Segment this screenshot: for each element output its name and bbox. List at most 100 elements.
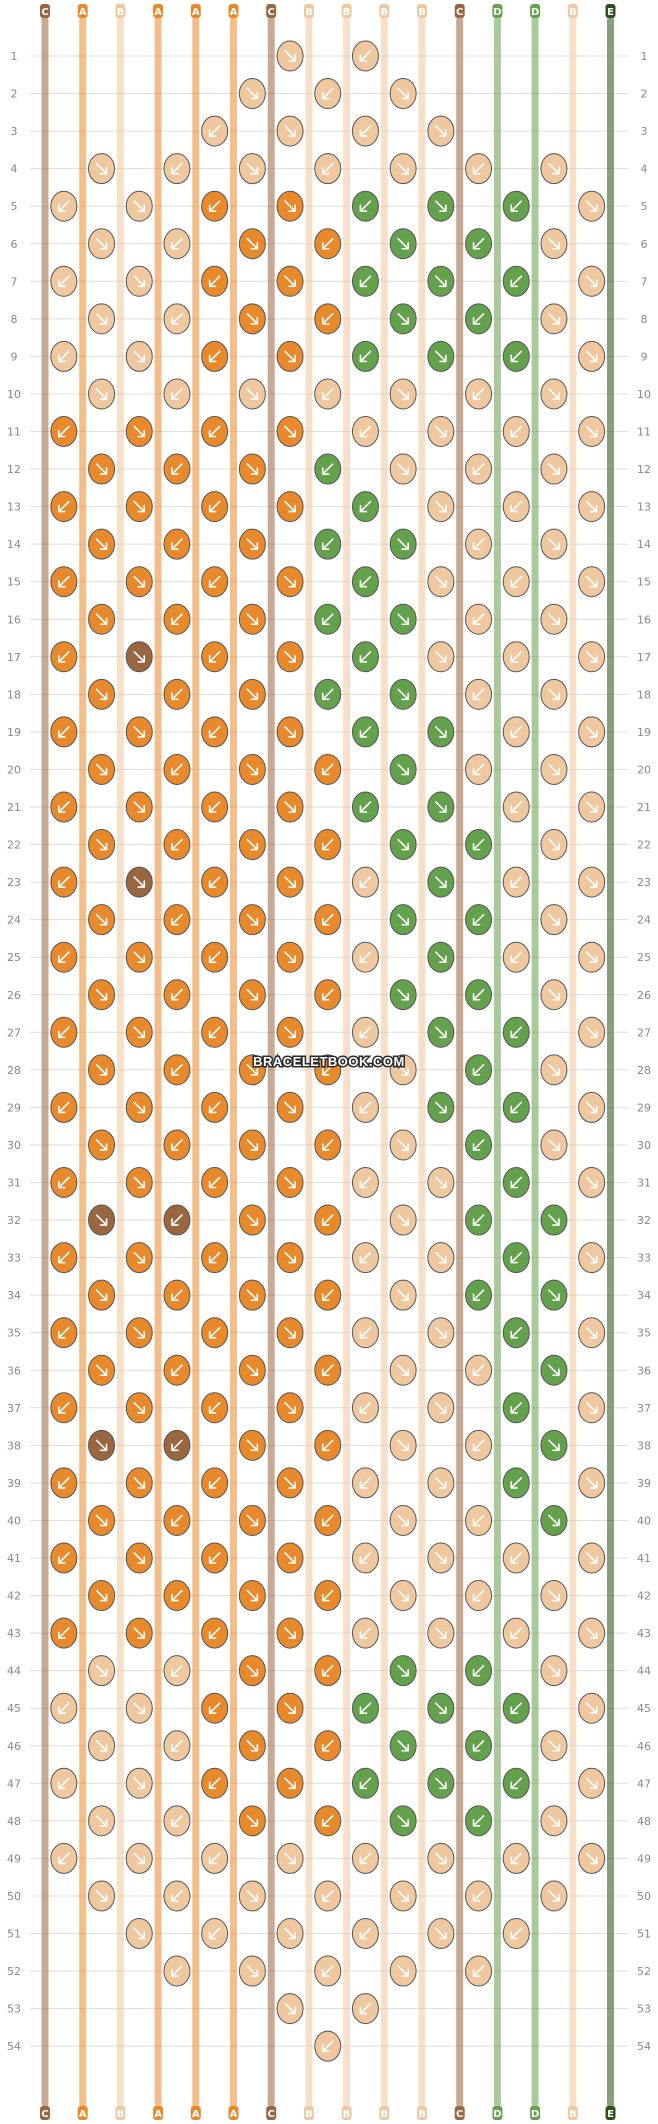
knot-arrow-icon (95, 1364, 108, 1377)
knot-arrow-icon (321, 237, 334, 250)
row-number-left: 46 (7, 1740, 21, 1753)
strand-tab-bottom (228, 2106, 239, 2120)
knot-arrow-icon (472, 1514, 485, 1527)
knot-arrow-icon (585, 1627, 598, 1639)
knot-arrow-icon (133, 1251, 146, 1264)
knot-arrow-icon (246, 1289, 259, 1301)
knot-arrow-icon (435, 125, 447, 137)
knot-arrow-icon (133, 1326, 146, 1339)
knot-arrow-icon (58, 1026, 70, 1039)
row-number-left: 29 (7, 1101, 21, 1114)
knot-arrow-icon (510, 1477, 523, 1489)
knot-arrow-icon (510, 1176, 523, 1189)
knot-arrow-icon (284, 1627, 296, 1639)
knot-arrow-icon (510, 500, 523, 513)
knot-arrow-icon (397, 613, 409, 626)
knot-arrow-icon (472, 1815, 485, 1827)
knot-arrow-icon (359, 1552, 372, 1564)
knot-arrow-icon (435, 425, 447, 438)
knot-arrow-icon (397, 913, 409, 926)
row-number-left: 43 (7, 1627, 21, 1640)
row-number-left: 54 (7, 2040, 21, 2053)
row-number-right: 52 (637, 1965, 651, 1978)
strand-letter-top: A (79, 7, 87, 18)
row-number-left: 5 (11, 200, 18, 213)
knot-arrow-icon (208, 1852, 221, 1865)
knot-arrow-icon (58, 951, 70, 963)
row-number-left: 40 (7, 1514, 21, 1527)
row-number-left: 6 (11, 238, 18, 251)
row-number-right: 41 (637, 1552, 651, 1565)
knot-arrow-icon (359, 1777, 372, 1790)
knot-arrow-icon (397, 688, 409, 701)
knot-arrow-icon (548, 162, 560, 175)
row-number-left: 20 (7, 763, 21, 776)
strand-letter-bottom: B (380, 2109, 388, 2120)
row-number-left: 53 (7, 2003, 21, 2016)
strand-tab-top (492, 4, 503, 18)
knot-arrow-icon (284, 2002, 296, 2015)
knot-arrow-icon (284, 1101, 296, 1114)
knot-arrow-icon (133, 275, 146, 288)
knot-arrow-icon (321, 1439, 334, 1452)
knot-arrow-icon (397, 1214, 409, 1226)
knot-arrow-icon (548, 1664, 560, 1677)
knot-arrow-icon (321, 1965, 334, 1977)
row-number-right: 6 (641, 238, 648, 251)
knot-arrow-icon (58, 1552, 70, 1564)
row-number-right: 9 (641, 350, 648, 363)
knot-arrow-icon (585, 200, 598, 212)
knot-arrow-icon (510, 1552, 523, 1564)
knot-arrow-icon (548, 313, 560, 325)
row-number-right: 2 (641, 88, 648, 101)
knot-arrow-icon (359, 1402, 372, 1414)
knot-arrow-icon (246, 1890, 259, 1902)
row-number-right: 12 (637, 463, 651, 476)
knot-arrow-icon (397, 313, 409, 325)
knot-arrow-icon (208, 1552, 221, 1564)
strand-letter-top: B (569, 7, 577, 18)
knot-arrow-icon (397, 1965, 409, 1977)
strand-letter-top: A (154, 7, 162, 18)
row-number-right: 24 (637, 914, 651, 927)
row-number-right: 35 (637, 1327, 651, 1340)
knot-arrow-icon (359, 575, 372, 588)
strand-tab-bottom (492, 2106, 503, 2120)
row-number-left: 41 (7, 1552, 21, 1565)
knot-arrow-icon (58, 876, 70, 888)
knot-arrow-icon (359, 2002, 372, 2015)
knot-arrow-icon (171, 388, 183, 400)
knot-arrow-icon (246, 87, 259, 100)
knot-arrow-icon (208, 1777, 221, 1790)
knot-arrow-icon (585, 1251, 598, 1264)
knot-arrow-icon (359, 951, 372, 963)
knot-arrow-icon (472, 688, 485, 701)
row-number-right: 45 (637, 1702, 651, 1715)
row-number-left: 49 (7, 1852, 21, 1865)
knot-arrow-icon (472, 1289, 485, 1301)
knot-arrow-icon (585, 1026, 598, 1039)
knot-arrow-icon (435, 1777, 447, 1790)
row-number-left: 18 (7, 688, 21, 701)
knot-arrow-icon (284, 275, 296, 288)
knot-arrow-icon (397, 87, 409, 100)
knot-arrow-icon (133, 425, 146, 438)
knot-arrow-icon (208, 951, 221, 963)
strand-letter-top: B (117, 7, 125, 18)
knot-arrow-icon (548, 1815, 560, 1827)
knot-arrow-icon (397, 1139, 409, 1151)
knot-arrow-icon (510, 1852, 523, 1865)
row-number-right: 29 (637, 1101, 651, 1114)
knot-arrow-icon (548, 1514, 560, 1527)
row-number-left: 23 (7, 876, 21, 889)
row-number-right: 38 (637, 1439, 651, 1452)
knot-arrow-icon (58, 726, 70, 738)
knot-arrow-icon (171, 1890, 183, 1902)
knot-arrow-icon (58, 1702, 70, 1714)
knot-arrow-icon (246, 463, 259, 475)
strand-tab-top (379, 4, 390, 18)
knot-arrow-icon (472, 1890, 485, 1902)
strand-letter-top: E (607, 7, 614, 18)
knot-arrow-icon (171, 538, 183, 550)
row-number-left: 15 (7, 576, 21, 589)
